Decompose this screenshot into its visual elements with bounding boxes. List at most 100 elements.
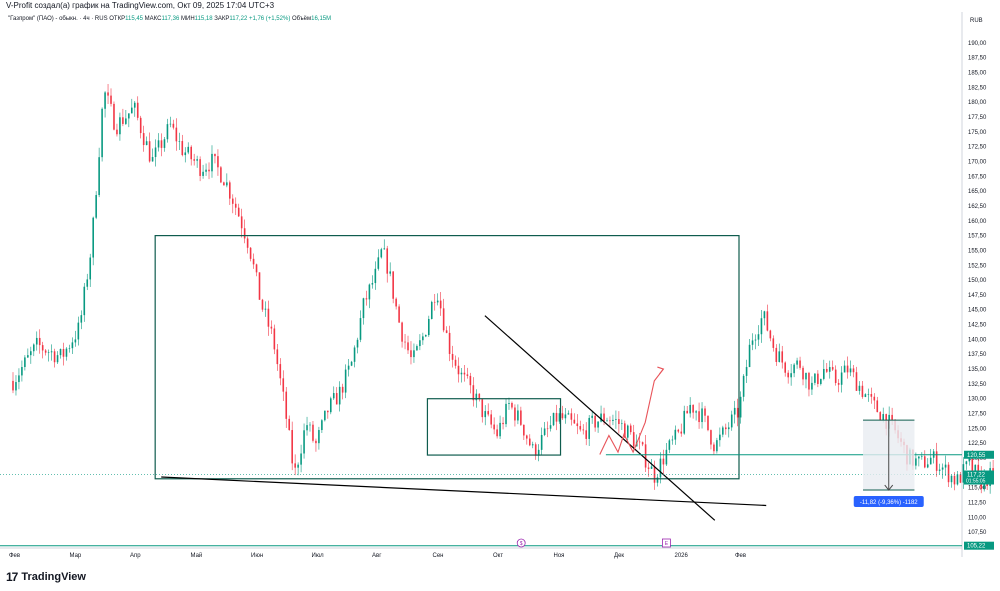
candle: [698, 411, 700, 423]
forecast-arrowhead: [657, 366, 665, 375]
earnings-event-icon: [662, 538, 671, 548]
candle: [139, 117, 142, 134]
candle: [671, 439, 674, 441]
candle: [534, 444, 537, 456]
candle: [353, 347, 356, 362]
candle: [202, 171, 204, 176]
x-tick-label: Июл: [312, 553, 325, 559]
candle: [766, 311, 769, 331]
candle: [971, 457, 974, 472]
candle: [321, 420, 323, 431]
candle: [89, 257, 92, 280]
candle: [199, 159, 201, 176]
price-chart[interactable]: RUB107,50110,00112,50115,00117,50120,001…: [0, 0, 1000, 560]
candle: [662, 458, 665, 465]
y-tick-label: 115,00: [968, 486, 987, 492]
candle: [520, 410, 522, 425]
candle: [21, 367, 23, 376]
candle: [704, 408, 706, 416]
candle: [882, 414, 885, 421]
candle: [12, 380, 14, 391]
candle: [695, 411, 697, 413]
y-tick-label: 142,50: [968, 323, 987, 329]
candle: [175, 127, 178, 142]
candle: [291, 430, 293, 464]
candle: [754, 339, 757, 341]
candle: [528, 438, 531, 446]
legend-open: 115,45: [125, 16, 143, 22]
price-label-box: [964, 470, 994, 485]
y-tick-label: 172,50: [968, 145, 987, 151]
candle: [211, 153, 213, 172]
candle: [294, 463, 296, 468]
y-tick-label: 147,50: [968, 293, 987, 299]
candle: [454, 359, 457, 366]
candle: [502, 422, 504, 425]
candle: [267, 308, 270, 327]
y-tick-label: 125,00: [968, 426, 987, 432]
candle: [303, 430, 305, 454]
candle: [53, 351, 56, 363]
candle: [923, 456, 926, 468]
candle: [725, 427, 727, 430]
candle: [65, 348, 68, 357]
candle: [493, 424, 495, 430]
candle: [796, 360, 798, 365]
candle: [389, 271, 391, 274]
candle: [335, 393, 338, 405]
candle: [128, 113, 130, 119]
candle: [18, 375, 20, 383]
candle: [638, 441, 641, 443]
candle: [567, 413, 570, 415]
trendline-down: [484, 315, 716, 521]
candle: [730, 414, 733, 428]
candle: [727, 427, 730, 430]
credit-bar: V-Profit создал(а) график на TradingView…: [0, 0, 1000, 12]
candle: [736, 407, 739, 418]
candle: [475, 393, 478, 401]
x-tick-label: Сен: [433, 553, 444, 559]
candle: [603, 413, 605, 422]
candle: [722, 427, 724, 435]
candle: [237, 207, 240, 217]
candle: [430, 301, 433, 319]
candle: [205, 169, 207, 172]
candle: [68, 348, 71, 349]
y-tick-label: 132,50: [968, 382, 987, 388]
candle: [154, 147, 157, 158]
legend-close-label: ЗАКР: [214, 16, 230, 22]
candle: [116, 129, 118, 135]
candle: [380, 249, 383, 258]
candle: [692, 404, 694, 413]
y-tick-label: 107,50: [968, 530, 987, 536]
candle: [484, 411, 487, 418]
candle: [419, 340, 421, 347]
candle: [579, 426, 582, 430]
candle: [870, 394, 873, 397]
candle: [790, 373, 792, 378]
candle: [288, 418, 291, 431]
y-tick-label: 137,50: [968, 352, 987, 358]
candle: [365, 298, 368, 300]
candle: [861, 385, 864, 397]
price-label-box: [964, 450, 994, 459]
candle: [226, 182, 228, 186]
candle: [344, 369, 347, 393]
candle: [689, 404, 691, 414]
candle: [772, 338, 775, 348]
candle: [148, 141, 151, 162]
candle: [977, 464, 980, 471]
candle: [255, 264, 258, 273]
candle: [386, 248, 389, 274]
candle: [243, 228, 246, 239]
candle: [466, 374, 469, 376]
candle: [582, 429, 585, 431]
candle: [950, 475, 953, 483]
y-tick-label: 182,50: [968, 85, 987, 91]
y-tick-label: 187,50: [968, 56, 987, 62]
y-tick-label: 185,00: [968, 70, 987, 76]
candle: [131, 107, 133, 114]
candle: [834, 369, 837, 383]
candle: [929, 457, 932, 465]
candles: [12, 83, 994, 494]
